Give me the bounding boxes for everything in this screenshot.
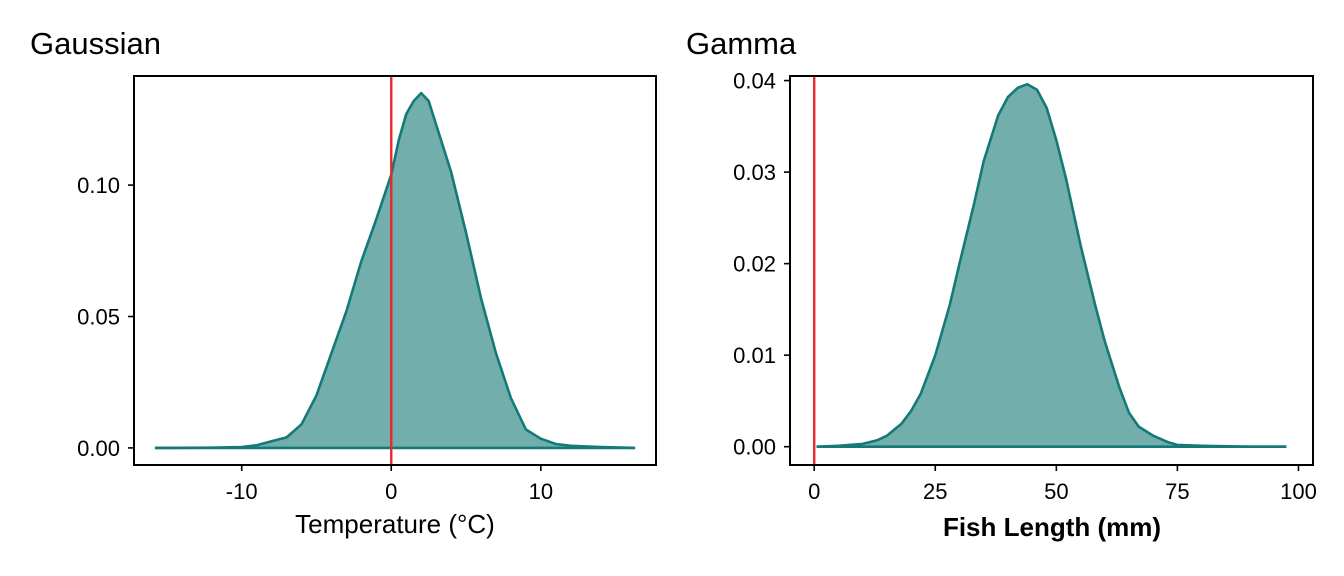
x-tick-label: 100 — [1280, 479, 1317, 504]
y-tick-label: 0.10 — [77, 173, 120, 198]
x-tick-label: 0 — [808, 479, 820, 504]
x-tick-label: -10 — [226, 479, 258, 504]
x-tick-label: 10 — [529, 479, 553, 504]
density-area — [816, 84, 1287, 447]
x-tick-label: 0 — [385, 479, 397, 504]
x-tick-label: 50 — [1044, 479, 1068, 504]
density-area — [154, 93, 636, 448]
x-axis-title: Fish Length (mm) — [943, 512, 1161, 542]
plot-border — [789, 75, 1314, 466]
y-tick-label: 0.00 — [77, 436, 120, 461]
chart-title: Gamma — [686, 26, 797, 61]
chart-title: Gaussian — [30, 26, 161, 61]
y-tick-label: 0.01 — [733, 343, 776, 368]
y-tick-label: 0.03 — [733, 160, 776, 185]
x-tick-label: 25 — [923, 479, 947, 504]
x-axis-title: Temperature (°C) — [295, 509, 495, 539]
gamma-panel: Gamma Fish Length (mm) 0.00 0.01 0.02 0.03 0… — [686, 26, 1317, 542]
y-tick-label: 0.00 — [733, 435, 776, 460]
y-tick-label: 0.05 — [77, 304, 120, 329]
x-tick-label: 75 — [1165, 479, 1189, 504]
plot-border — [133, 75, 657, 466]
y-tick-label: 0.04 — [733, 69, 776, 94]
gaussian-panel: Gaussian Temperature (°C) 0.00 0.05 0.10 -1… — [30, 26, 657, 539]
density-line — [816, 82, 1287, 448]
y-tick-label: 0.02 — [733, 252, 776, 277]
density-line — [154, 91, 636, 450]
